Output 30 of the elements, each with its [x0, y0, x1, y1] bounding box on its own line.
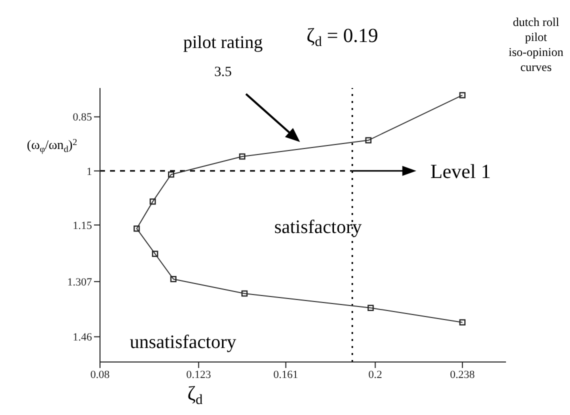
text: dutch roll pilot iso-opinion curves: [508, 15, 564, 74]
annotation: satisfactory: [274, 217, 362, 238]
x-axis-title: ζ$_{d}$: [187, 383, 203, 408]
annotation: unsatisfactory: [130, 332, 237, 353]
point: [368, 304, 374, 312]
y-axis-title: (ω$_{φ}$/ωn$_{d}$)$^{2}$: [26, 136, 78, 154]
point: [365, 137, 372, 144]
point: [239, 153, 246, 160]
x-tick-label: 0.123: [186, 368, 212, 381]
x-tick-label: 0.2: [368, 368, 382, 381]
point: [459, 319, 466, 326]
point: [459, 92, 466, 98]
text: pilot rating: [183, 32, 263, 52]
y-tick-label: 1.46: [72, 332, 92, 344]
point: [134, 226, 140, 232]
y-tick-label: 0.85: [72, 112, 92, 124]
point: [170, 276, 176, 282]
ref-line-label: Level 1: [430, 160, 491, 183]
point: [168, 171, 174, 178]
ref-line-label: ζ$_{d}$ = 0.19: [306, 25, 378, 50]
point: [152, 250, 158, 257]
point: [150, 198, 156, 205]
y-tick-label: 1.15: [72, 220, 92, 232]
point: [241, 290, 248, 297]
text: 3.5: [214, 65, 232, 80]
x-tick-label: 0.161: [273, 368, 298, 381]
y-tick-label: 1: [86, 166, 92, 178]
x-tick-label: 0.08: [90, 368, 110, 381]
x-tick-label: 0.238: [450, 368, 476, 381]
y-tick-label: 1.307: [67, 276, 92, 289]
